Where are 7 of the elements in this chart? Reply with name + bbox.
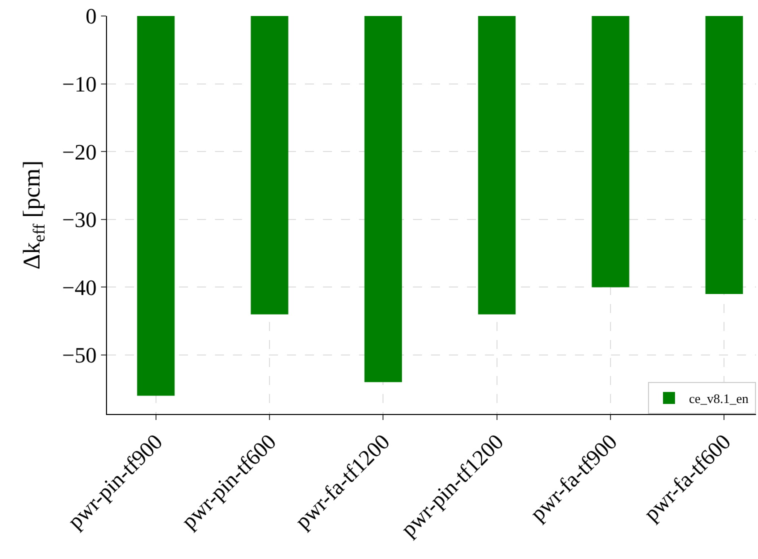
y-tick-label: −30 [62,207,97,232]
y-tick-label: −50 [62,342,97,368]
y-tick-label: −10 [62,72,97,96]
y-tick-label: −40 [62,274,97,300]
y-tick-label: 0 [86,4,97,29]
y-tick-label: −20 [62,139,97,164]
legend-label: ce_v8.1_en [689,391,750,406]
